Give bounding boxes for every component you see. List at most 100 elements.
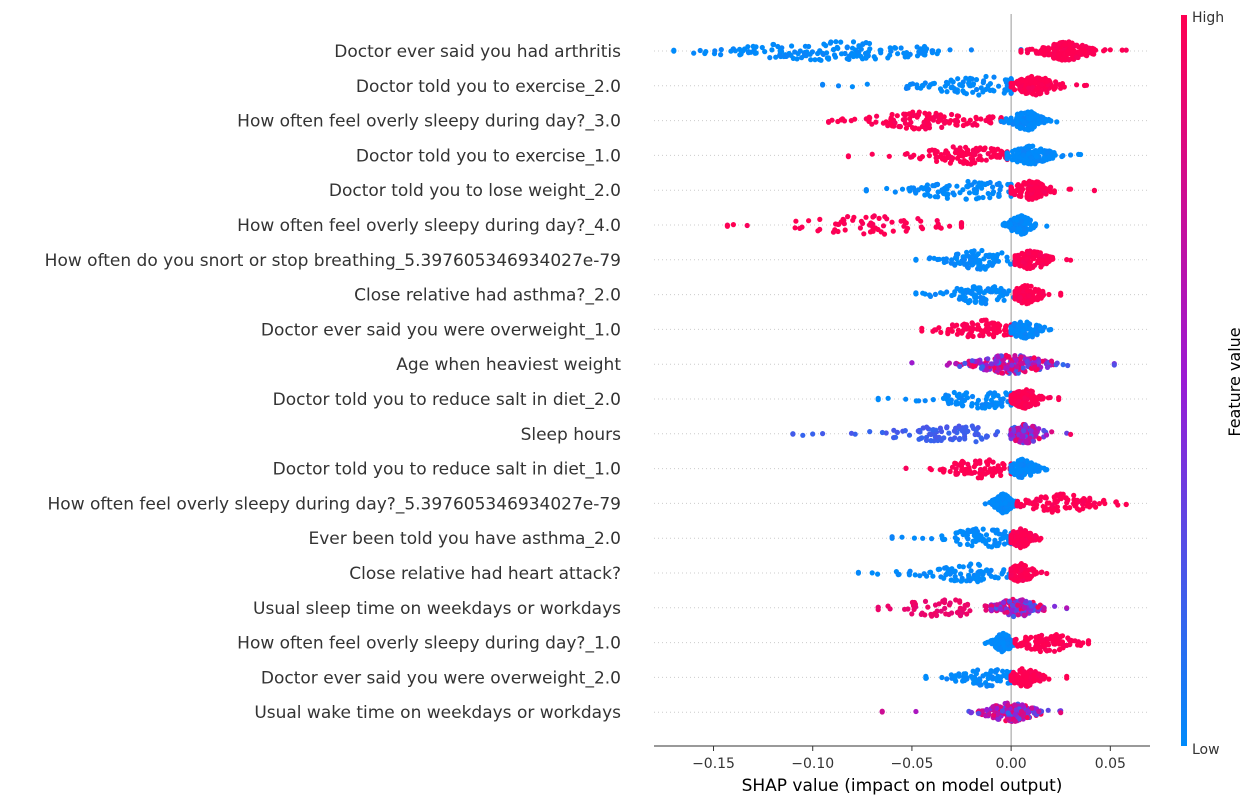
shap-point xyxy=(1036,436,1042,442)
shap-point xyxy=(1041,52,1047,58)
shap-point xyxy=(946,183,952,189)
shap-point xyxy=(969,543,975,549)
shap-point xyxy=(987,87,993,93)
shap-point xyxy=(997,646,1003,652)
shap-point xyxy=(1012,87,1018,93)
shap-point xyxy=(1064,500,1070,506)
shap-point xyxy=(995,496,1001,502)
shap-point xyxy=(1012,538,1018,545)
shap-point xyxy=(867,229,874,235)
shap-point xyxy=(941,435,947,441)
shap-point xyxy=(985,675,991,682)
shap-point xyxy=(989,674,995,680)
shap-point xyxy=(984,459,990,465)
shap-point xyxy=(979,300,985,306)
shap-point xyxy=(984,393,990,399)
x-tick-label: −0.05 xyxy=(890,756,933,772)
shap-point xyxy=(697,47,703,54)
shap-point xyxy=(1032,262,1038,268)
shap-point xyxy=(949,610,955,616)
shap-point xyxy=(938,112,944,118)
shap-point xyxy=(972,526,978,533)
shap-point xyxy=(1024,714,1030,721)
shap-point xyxy=(969,423,975,429)
shap-point xyxy=(845,214,851,220)
shap-point xyxy=(1024,645,1030,651)
shap-point xyxy=(1009,602,1016,609)
shap-point xyxy=(997,606,1004,612)
shap-point xyxy=(964,264,971,270)
shap-point xyxy=(1034,50,1040,56)
shap-point xyxy=(956,563,963,570)
shap-point xyxy=(907,568,913,574)
shap-point xyxy=(1021,612,1027,618)
shap-point xyxy=(922,598,929,605)
shap-point xyxy=(1022,563,1028,569)
shap-point xyxy=(970,538,976,544)
shap-point xyxy=(1021,119,1027,125)
shap-point xyxy=(983,713,989,719)
shap-point xyxy=(995,716,1001,722)
shap-point xyxy=(970,326,977,332)
shap-point xyxy=(920,290,926,296)
shap-point xyxy=(904,151,910,157)
shap-point xyxy=(1018,501,1024,507)
shap-point xyxy=(932,183,938,189)
shap-point xyxy=(976,325,982,331)
shap-point xyxy=(938,329,944,335)
shap-point xyxy=(917,573,923,579)
shap-point xyxy=(996,469,1003,475)
shap-point xyxy=(1001,297,1007,303)
shap-point xyxy=(850,39,857,45)
shap-point xyxy=(1023,256,1029,262)
shap-point xyxy=(986,543,992,549)
shap-point xyxy=(1008,184,1014,190)
shap-point xyxy=(999,370,1005,376)
shap-point xyxy=(1003,390,1009,396)
shap-point xyxy=(1123,501,1129,507)
shap-point xyxy=(995,354,1001,360)
shap-point xyxy=(904,50,910,56)
shap-point xyxy=(914,82,920,88)
shap-point xyxy=(936,256,942,262)
shap-point xyxy=(1071,492,1077,498)
shap-point xyxy=(962,436,968,442)
shap-point xyxy=(952,673,959,679)
shap-point xyxy=(1024,126,1030,132)
shap-point xyxy=(1033,179,1039,185)
shap-point xyxy=(984,367,990,373)
shap-point xyxy=(1021,531,1028,537)
shap-point xyxy=(994,602,1000,608)
beeswarm-points xyxy=(671,39,1129,725)
shap-point xyxy=(818,57,824,63)
shap-point xyxy=(991,322,997,328)
shap-point xyxy=(942,157,948,163)
shap-point xyxy=(967,578,973,584)
shap-point xyxy=(1023,598,1029,604)
feature-label: Doctor told you to reduce salt in diet_1… xyxy=(273,460,621,480)
shap-point xyxy=(989,683,995,689)
shap-point xyxy=(1022,88,1028,94)
shap-point xyxy=(978,365,985,371)
shap-point xyxy=(1102,500,1108,507)
shap-point xyxy=(901,111,907,117)
shap-point xyxy=(954,122,960,128)
shap-point xyxy=(933,427,939,433)
shap-point xyxy=(949,111,955,118)
shap-point xyxy=(928,569,934,575)
shap-point xyxy=(1043,495,1049,501)
shap-point xyxy=(938,608,944,614)
shap-point xyxy=(949,322,956,328)
shap-point xyxy=(1023,634,1029,640)
shap-point xyxy=(1015,612,1021,618)
shap-point xyxy=(983,400,989,407)
shap-point xyxy=(1064,675,1070,681)
shap-point xyxy=(1024,500,1030,506)
shap-point xyxy=(958,286,964,292)
shap-point xyxy=(913,708,919,715)
shap-point xyxy=(924,121,930,127)
shap-point xyxy=(1012,637,1018,643)
shap-point xyxy=(1033,153,1039,160)
shap-point xyxy=(942,597,948,603)
shap-point xyxy=(977,460,983,466)
